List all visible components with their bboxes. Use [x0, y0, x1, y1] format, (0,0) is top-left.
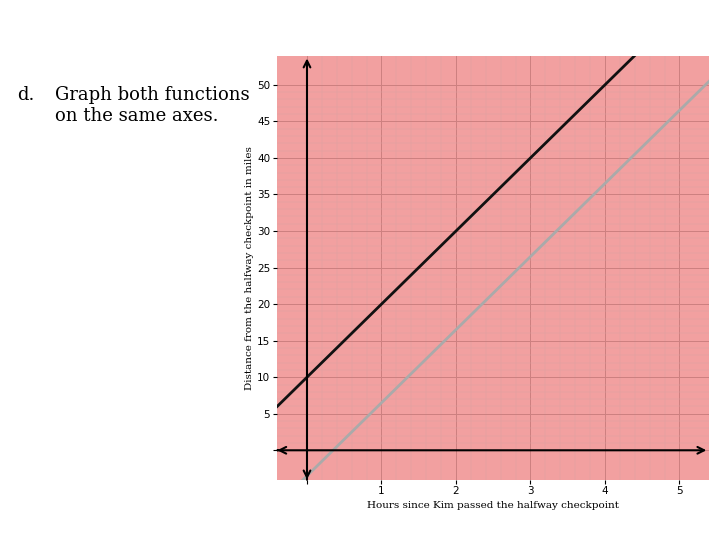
Text: © 2017 CARLSON & O'BRYAN: © 2017 CARLSON & O'BRYAN [173, 514, 346, 527]
Text: Pathways Algebra II: Pathways Algebra II [9, 14, 274, 37]
Text: Inv 1.6: Inv 1.6 [506, 514, 559, 528]
Text: d.: d. [17, 86, 34, 104]
Text: 20: 20 [682, 514, 701, 528]
Text: Graph both functions
on the same axes.: Graph both functions on the same axes. [55, 86, 250, 125]
Y-axis label: Distance from the halfway checkpoint in miles: Distance from the halfway checkpoint in … [246, 146, 254, 389]
X-axis label: Hours since Kim passed the halfway checkpoint: Hours since Kim passed the halfway check… [367, 501, 619, 510]
